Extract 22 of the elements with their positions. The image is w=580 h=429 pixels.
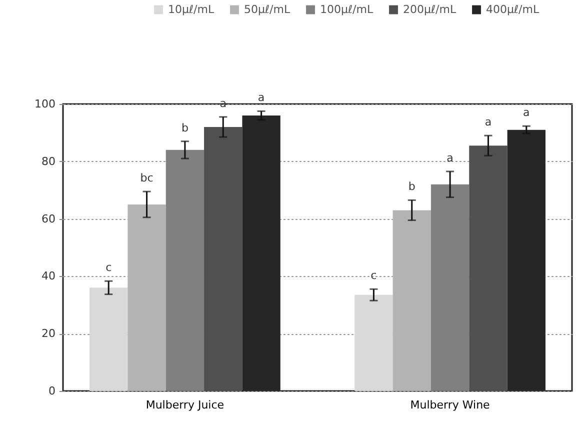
legend-label: 200μℓ/mL xyxy=(403,2,457,16)
data-label: b xyxy=(408,180,416,194)
data-label: b xyxy=(181,121,188,134)
data-label: a xyxy=(484,116,492,129)
y-tick-label: 40 xyxy=(42,270,56,283)
data-label: a xyxy=(258,91,265,104)
data-label: bc xyxy=(140,172,154,185)
legend-label: 100μℓ/mL xyxy=(320,2,374,16)
y-tick-label: 80 xyxy=(42,154,56,168)
data-label: a xyxy=(446,151,454,164)
legend-label: 400μℓ/mL xyxy=(486,2,540,16)
data-label: a xyxy=(523,106,530,120)
data-label: c xyxy=(370,269,377,282)
y-tick-label: 20 xyxy=(42,327,56,340)
x-tick-label: Mulberry Juice xyxy=(146,398,224,412)
x-tick-label: Mulberry Wine xyxy=(410,398,490,412)
legend-label: 50μℓ/mL xyxy=(244,2,291,16)
y-tick-label: 60 xyxy=(42,212,56,226)
y-tick-label: 0 xyxy=(48,384,56,398)
y-tick-label: 100 xyxy=(34,98,56,110)
data-label: c xyxy=(106,261,112,274)
legend-label: 10μℓ/mL xyxy=(168,2,215,16)
